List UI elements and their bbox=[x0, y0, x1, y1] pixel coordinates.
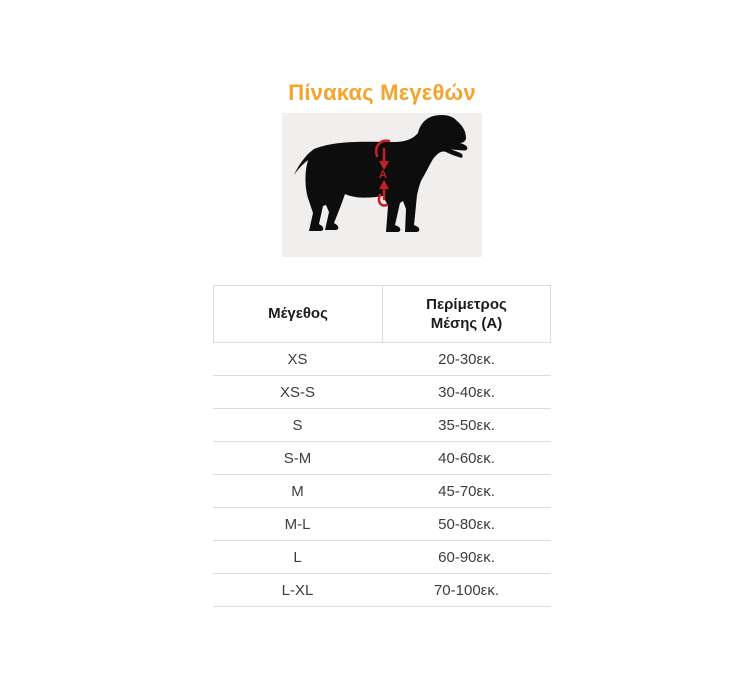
measurement-letter-label: A bbox=[379, 169, 387, 181]
column-header-waist: Περίμετρος Μέσης (A) bbox=[382, 286, 550, 342]
waist-cell: 20-30εκ. bbox=[438, 350, 495, 368]
table-row: S-M 40-60εκ. bbox=[213, 442, 551, 475]
dog-measurement-image: A bbox=[282, 113, 482, 257]
size-table-header-row: Μέγεθος Περίμετρος Μέσης (A) bbox=[213, 285, 551, 343]
table-row: L-XL 70-100εκ. bbox=[213, 574, 551, 607]
waist-cell: 60-90εκ. bbox=[438, 548, 495, 566]
size-cell: M-L bbox=[284, 515, 311, 533]
dog-silhouette-icon: A bbox=[294, 115, 468, 232]
size-cell: L bbox=[293, 548, 302, 566]
size-cell: S bbox=[292, 416, 303, 434]
size-table: Μέγεθος Περίμετρος Μέσης (A) XS 20-30εκ.… bbox=[213, 285, 551, 607]
column-header-size: Μέγεθος bbox=[268, 305, 328, 323]
table-row: M-L 50-80εκ. bbox=[213, 508, 551, 541]
table-row: XS 20-30εκ. bbox=[213, 343, 551, 376]
waist-cell: 35-50εκ. bbox=[438, 416, 495, 434]
size-cell: S-M bbox=[283, 449, 312, 467]
size-cell: M bbox=[291, 482, 304, 500]
waist-cell: 40-60εκ. bbox=[438, 449, 495, 467]
arrowheads-icon bbox=[379, 161, 389, 189]
waist-cell: 30-40εκ. bbox=[438, 383, 495, 401]
waist-cell: 45-70εκ. bbox=[438, 482, 495, 500]
size-cell: XS-S bbox=[279, 383, 315, 401]
page-title: Πίνακας Μεγεθών bbox=[288, 80, 476, 105]
table-row: S 35-50εκ. bbox=[213, 409, 551, 442]
table-row: M 45-70εκ. bbox=[213, 475, 551, 508]
measurement-arrows-icon bbox=[374, 139, 391, 207]
table-row: XS-S 30-40εκ. bbox=[213, 376, 551, 409]
size-cell: L-XL bbox=[281, 581, 314, 599]
table-row: L 60-90εκ. bbox=[213, 541, 551, 574]
size-cell: XS bbox=[287, 350, 308, 368]
waist-cell: 50-80εκ. bbox=[438, 515, 495, 533]
waist-cell: 70-100εκ. bbox=[433, 581, 500, 599]
